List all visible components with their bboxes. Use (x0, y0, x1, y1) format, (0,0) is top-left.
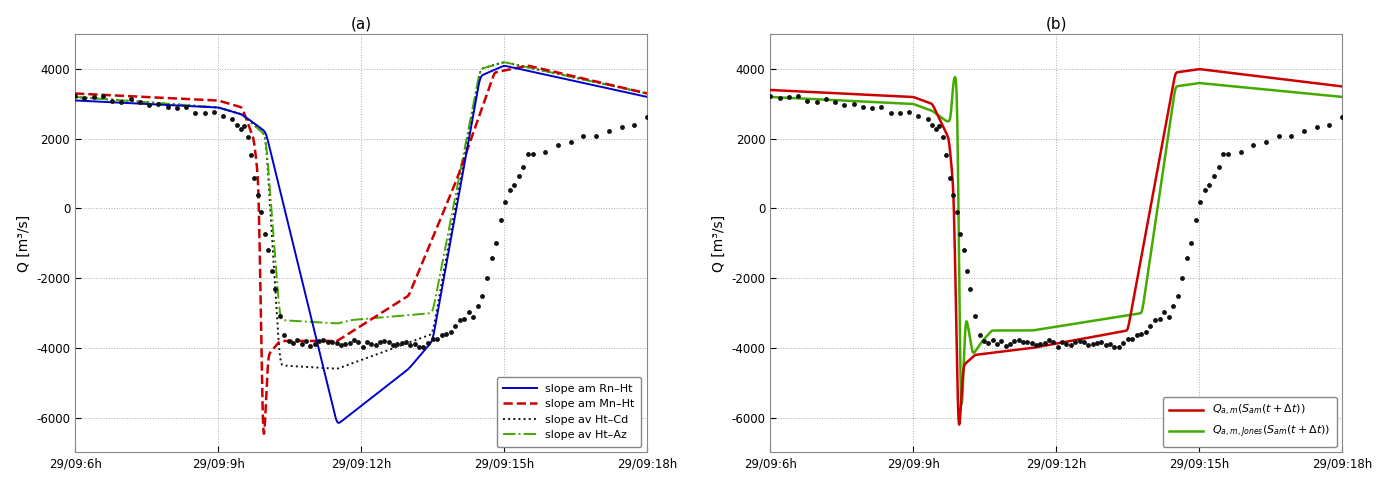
Line: slope av Ht–Az: slope av Ht–Az (75, 62, 647, 323)
slope am Rn–Ht (163, 102, 179, 108)
$Q_{a,m,Jones}(S_{am}(t+\Delta t))$ (838, 98, 854, 104)
slope av Ht–Az (315, 320, 332, 326)
Line: slope av Ht–Cd: slope av Ht–Cd (75, 62, 647, 369)
Y-axis label: Q [m³/s]: Q [m³/s] (17, 215, 31, 272)
slope av Ht–Az (379, 314, 396, 320)
slope am Rn–Ht (315, 364, 332, 370)
slope av Ht–Az (163, 101, 179, 107)
slope av Ht–Az (260, 160, 276, 166)
$Q_{a,m}(S_{am}(t+\Delta t))$ (1190, 66, 1207, 72)
$Q_{a,m,Jones}(S_{am}(t+\Delta t))$ (858, 99, 875, 105)
slope av Ht–Cd (368, 352, 385, 357)
slope av Ht–Cd (379, 347, 396, 353)
slope av Ht–Az (143, 99, 160, 105)
slope am Mn–Ht (519, 63, 536, 69)
slope am Mn–Ht (639, 91, 656, 96)
slope av Ht–Az (67, 94, 83, 100)
slope am Rn–Ht (379, 382, 396, 388)
slope am Rn–Ht (368, 392, 385, 397)
slope av Ht–Az (639, 91, 656, 96)
slope av Ht–Az (496, 59, 513, 65)
slope av Ht–Cd (639, 91, 656, 96)
slope am Mn–Ht (315, 338, 332, 344)
$Q_{a,m}(S_{am}(t+\Delta t))$ (951, 422, 968, 428)
slope av Ht–Cd (260, 167, 276, 172)
$Q_{a,m}(S_{am}(t+\Delta t))$ (1010, 347, 1026, 353)
$Q_{a,m,Jones}(S_{am}(t+\Delta t))$ (953, 401, 970, 407)
slope av Ht–Cd (163, 101, 179, 107)
slope av Ht–Cd (328, 366, 344, 372)
$Q_{a,m,Jones}(S_{am}(t+\Delta t))$ (956, 356, 972, 362)
slope am Mn–Ht (368, 314, 385, 319)
$Q_{a,m,Jones}(S_{am}(t+\Delta t))$ (1075, 319, 1092, 325)
$Q_{a,m}(S_{am}(t+\Delta t))$ (838, 91, 854, 96)
$Q_{a,m}(S_{am}(t+\Delta t))$ (1075, 336, 1092, 341)
slope av Ht–Cd (67, 94, 83, 100)
slope av Ht–Cd (315, 365, 332, 371)
$Q_{a,m,Jones}(S_{am}(t+\Delta t))$ (1064, 321, 1081, 327)
$Q_{a,m}(S_{am}(t+\Delta t))$ (1333, 83, 1350, 89)
Y-axis label: Q [m³/s]: Q [m³/s] (711, 215, 726, 272)
Legend: slope am Rn–Ht, slope am Mn–Ht, slope av Ht–Cd, slope av Ht–Az: slope am Rn–Ht, slope am Mn–Ht, slope av… (496, 377, 642, 447)
slope av Ht–Az (368, 315, 385, 321)
Line: slope am Mn–Ht: slope am Mn–Ht (75, 66, 647, 434)
$Q_{a,m,Jones}(S_{am}(t+\Delta t))$ (946, 74, 963, 80)
Legend: $Q_{a,m}(S_{am}(t+\Delta t))$, $Q_{a,m,Jones}(S_{am}(t+\Delta t))$: $Q_{a,m}(S_{am}(t+\Delta t))$, $Q_{a,m,J… (1163, 396, 1336, 447)
slope am Mn–Ht (379, 306, 396, 312)
slope am Rn–Ht (639, 94, 656, 100)
slope am Mn–Ht (143, 94, 160, 100)
slope am Rn–Ht (331, 420, 347, 426)
Title: (a): (a) (350, 17, 372, 32)
$Q_{a,m,Jones}(S_{am}(t+\Delta t))$ (1333, 94, 1350, 100)
slope am Mn–Ht (256, 431, 272, 437)
$Q_{a,m,Jones}(S_{am}(t+\Delta t))$ (763, 94, 779, 100)
slope am Mn–Ht (260, 358, 276, 364)
slope am Rn–Ht (67, 97, 83, 103)
Line: slope am Rn–Ht: slope am Rn–Ht (75, 66, 647, 423)
$Q_{a,m}(S_{am}(t+\Delta t))$ (858, 92, 875, 97)
$Q_{a,m}(S_{am}(t+\Delta t))$ (1063, 338, 1079, 344)
Line: $Q_{a,m}(S_{am}(t+\Delta t))$: $Q_{a,m}(S_{am}(t+\Delta t))$ (771, 69, 1342, 425)
slope am Mn–Ht (163, 95, 179, 101)
slope am Rn–Ht (260, 137, 276, 143)
$Q_{a,m}(S_{am}(t+\Delta t))$ (956, 367, 972, 373)
slope av Ht–Az (328, 320, 344, 326)
slope am Rn–Ht (496, 63, 513, 69)
slope am Rn–Ht (143, 101, 160, 107)
$Q_{a,m,Jones}(S_{am}(t+\Delta t))$ (1011, 328, 1028, 334)
slope av Ht–Cd (143, 99, 160, 105)
Title: (b): (b) (1046, 17, 1067, 32)
slope am Mn–Ht (67, 91, 83, 96)
$Q_{a,m}(S_{am}(t+\Delta t))$ (763, 87, 779, 93)
Line: $Q_{a,m,Jones}(S_{am}(t+\Delta t))$: $Q_{a,m,Jones}(S_{am}(t+\Delta t))$ (771, 77, 1342, 404)
slope av Ht–Cd (496, 59, 513, 65)
